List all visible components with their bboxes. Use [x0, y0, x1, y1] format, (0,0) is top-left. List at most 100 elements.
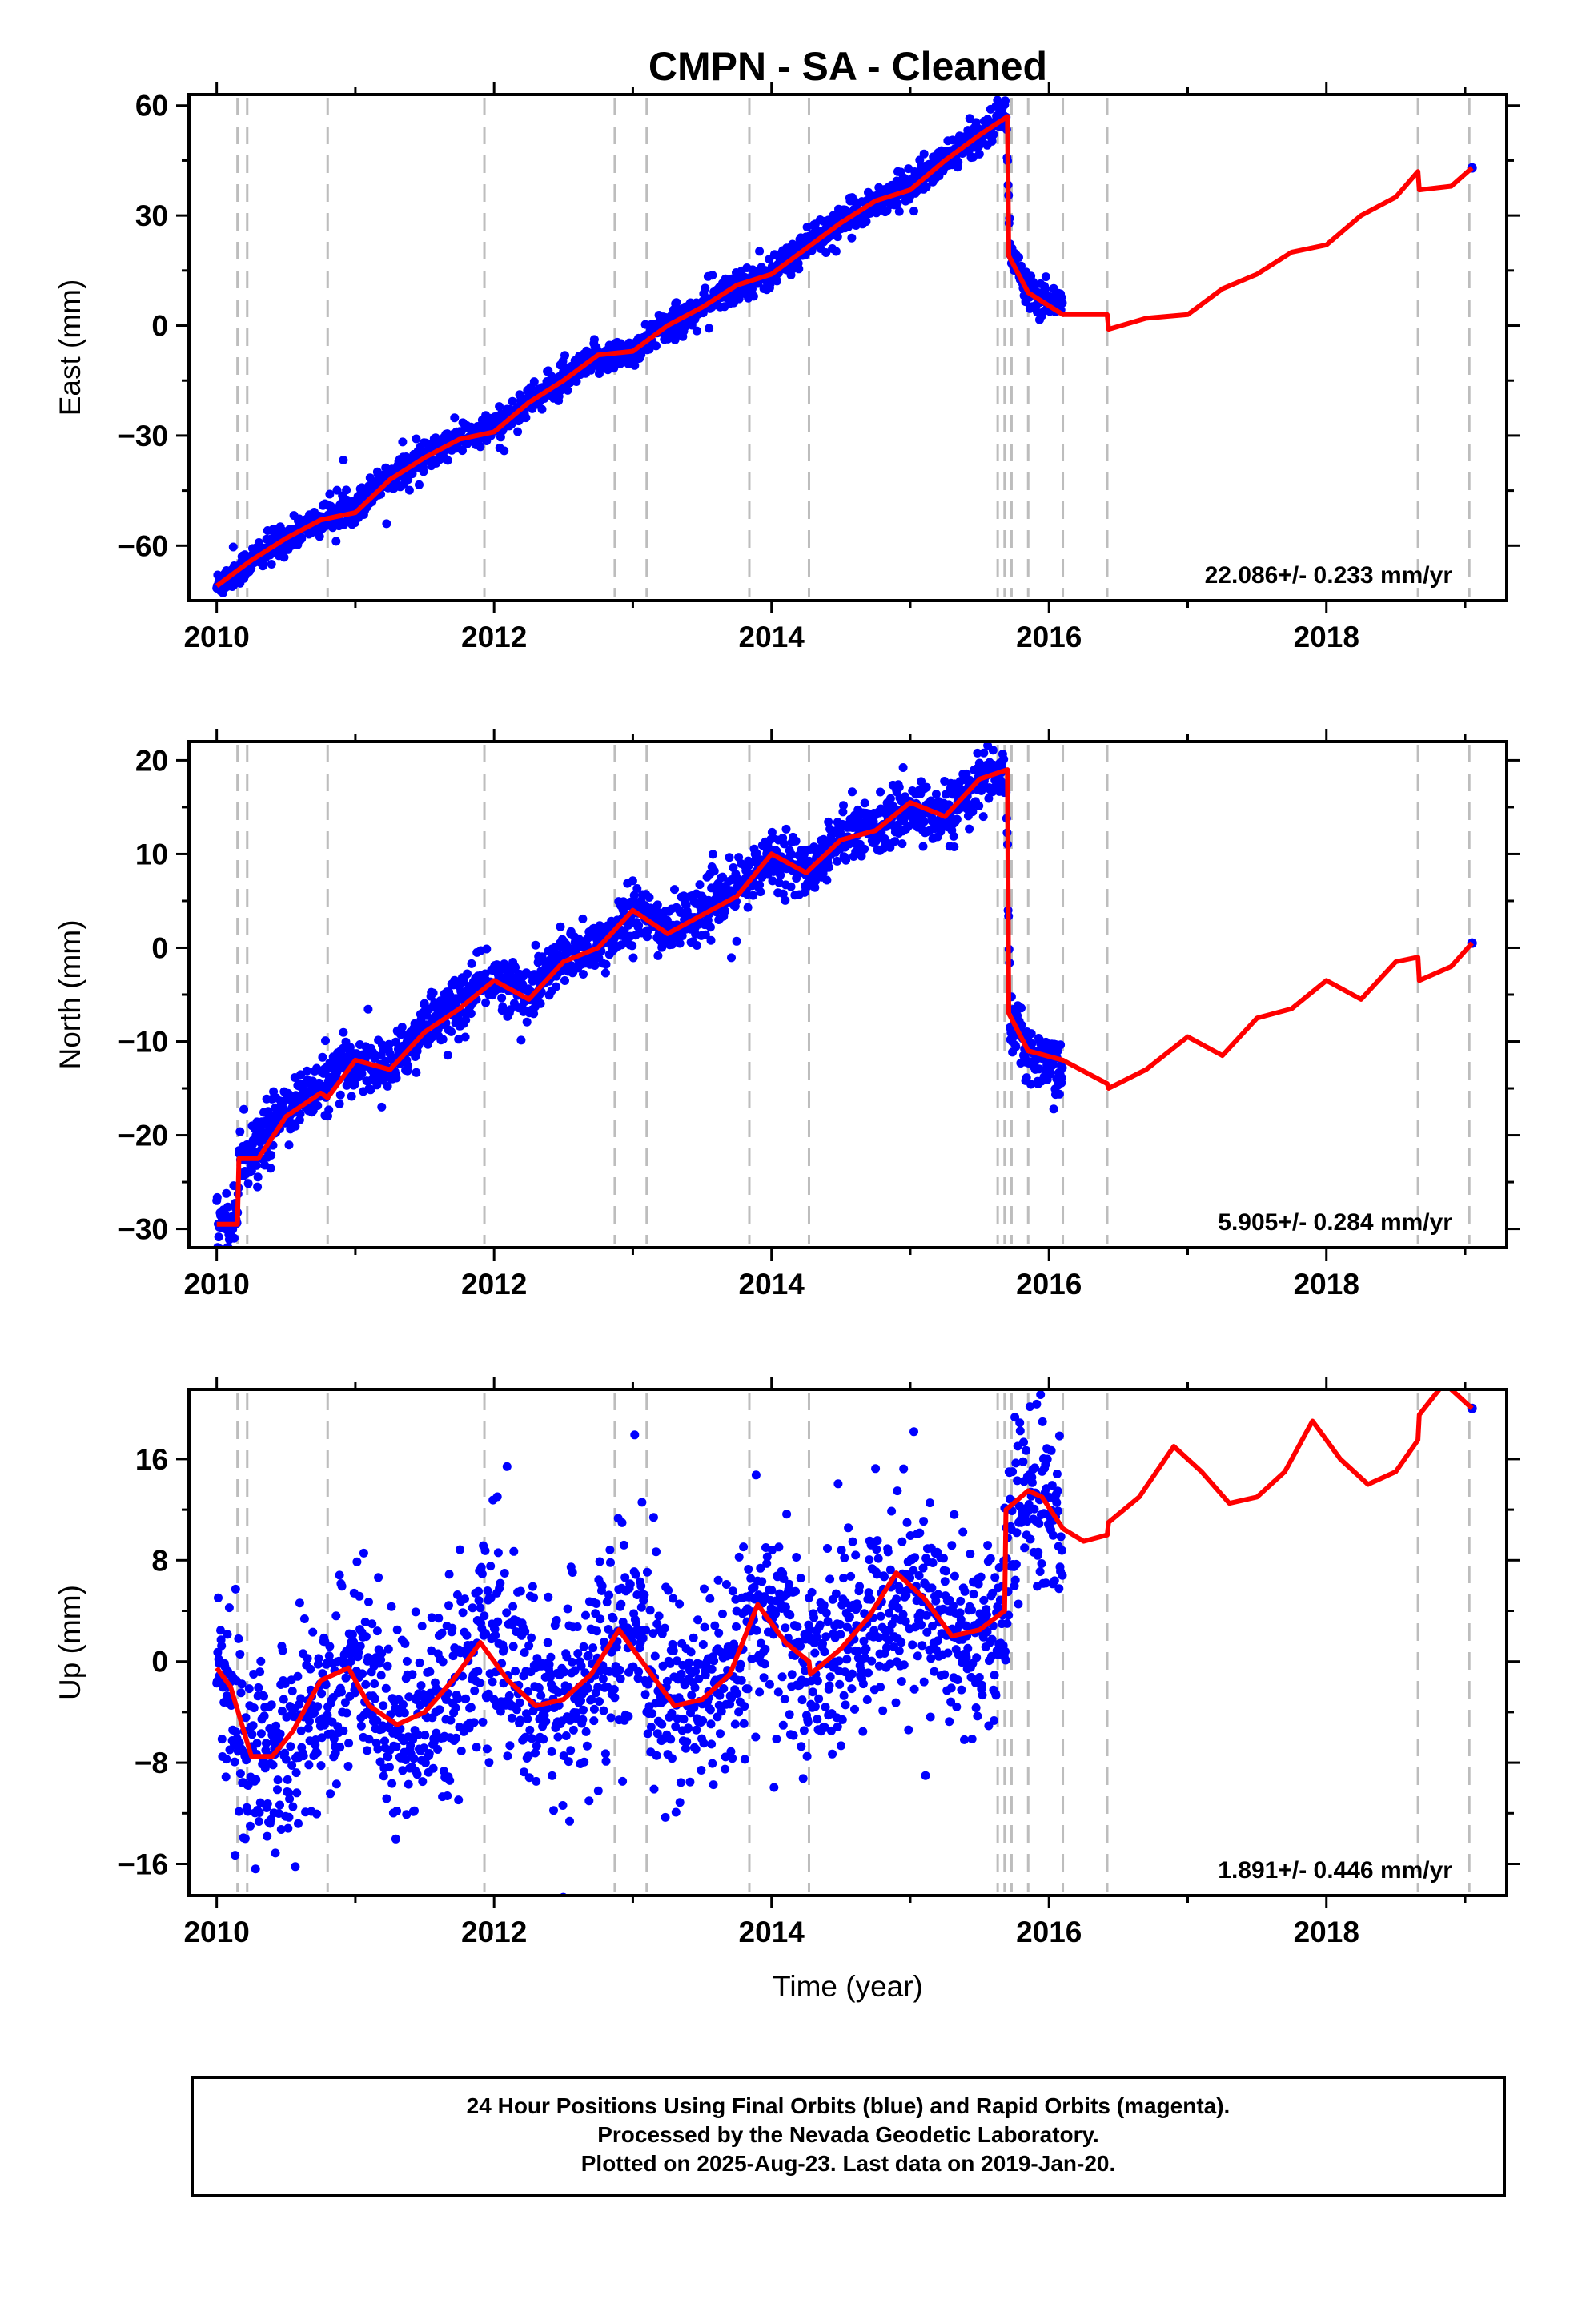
- data-point: [352, 1557, 362, 1566]
- data-point: [862, 1695, 872, 1704]
- data-point: [338, 1051, 347, 1061]
- data-point: [214, 1232, 223, 1242]
- data-point: [1041, 284, 1050, 294]
- y-tick-label: −30: [118, 420, 168, 452]
- data-point: [397, 1023, 407, 1032]
- data-point: [324, 1105, 334, 1115]
- x-tick-label: 2010: [183, 621, 249, 653]
- data-point: [751, 1470, 761, 1480]
- data-point: [581, 1727, 591, 1736]
- data-point: [677, 931, 687, 940]
- data-point: [713, 1575, 723, 1585]
- data-point: [235, 1650, 245, 1659]
- data-point: [597, 1582, 607, 1590]
- data-point: [581, 1610, 590, 1620]
- data-point: [384, 1039, 394, 1049]
- data-point: [744, 1565, 753, 1574]
- data-point: [714, 1628, 724, 1638]
- data-point: [820, 1647, 829, 1657]
- data-point: [438, 1035, 448, 1044]
- y-tick-label: 0: [151, 310, 168, 343]
- data-point: [853, 1602, 863, 1611]
- data-point: [600, 1749, 610, 1759]
- data-point: [460, 1032, 470, 1042]
- data-point: [952, 814, 962, 824]
- data-point: [974, 149, 984, 159]
- data-point: [661, 1812, 670, 1822]
- data-point: [312, 1748, 322, 1758]
- data-point: [797, 1695, 807, 1705]
- velocity-rate-label: 5.905+/- 0.284 mm/yr: [1218, 1209, 1452, 1236]
- data-point: [391, 1834, 400, 1844]
- data-point: [755, 880, 765, 890]
- data-point: [691, 1744, 701, 1754]
- data-point: [412, 434, 421, 444]
- data-point: [305, 1716, 314, 1726]
- data-point: [508, 396, 517, 406]
- data-point: [377, 1648, 387, 1658]
- data-point: [374, 1573, 383, 1582]
- data-point: [428, 1763, 438, 1773]
- data-point: [636, 1582, 646, 1590]
- data-point: [860, 798, 869, 808]
- data-point: [564, 1683, 573, 1691]
- data-point: [814, 1694, 824, 1703]
- data-point: [781, 895, 790, 905]
- data-point: [716, 1729, 725, 1739]
- data-point: [679, 891, 689, 901]
- data-point: [705, 324, 714, 333]
- data-point: [921, 782, 931, 792]
- data-point: [276, 1825, 286, 1834]
- data-point: [993, 726, 1002, 734]
- data-point: [802, 1751, 812, 1761]
- data-point: [382, 1794, 391, 1803]
- data-point: [275, 1800, 284, 1810]
- data-point: [294, 1819, 303, 1828]
- x-tick-label: 2010: [183, 1268, 249, 1301]
- data-point: [705, 1594, 715, 1603]
- data-point: [243, 1179, 253, 1188]
- data-point: [367, 1619, 377, 1629]
- data-point: [839, 1574, 848, 1583]
- data-point: [660, 1623, 669, 1633]
- data-point: [364, 1735, 374, 1744]
- y-axis-label: East (mm): [54, 279, 86, 416]
- data-point: [247, 1730, 257, 1739]
- data-point: [274, 1809, 283, 1818]
- data-point: [810, 1648, 820, 1658]
- data-point: [267, 560, 276, 569]
- data-point: [380, 1736, 389, 1746]
- data-point: [685, 1658, 694, 1667]
- data-point: [324, 1651, 334, 1661]
- velocity-rate-label: 22.086+/- 0.233 mm/yr: [1205, 562, 1453, 589]
- y-axis-label: North (mm): [54, 919, 86, 1069]
- data-point: [695, 880, 705, 890]
- observation-points: [212, 1390, 1477, 1896]
- data-point: [279, 553, 289, 562]
- data-point: [231, 1851, 240, 1860]
- data-point: [1058, 298, 1067, 308]
- data-point: [321, 1036, 330, 1046]
- data-point: [692, 941, 701, 950]
- data-point: [401, 1755, 411, 1764]
- data-point: [446, 1715, 456, 1725]
- data-point: [237, 1679, 247, 1689]
- data-point: [251, 1864, 260, 1874]
- data-point: [840, 1553, 849, 1562]
- data-point: [919, 149, 929, 159]
- data-point: [1017, 1003, 1026, 1013]
- data-point: [590, 961, 600, 970]
- data-point: [434, 1614, 444, 1623]
- data-point: [283, 1775, 292, 1784]
- data-point: [619, 1540, 628, 1550]
- data-point: [223, 1630, 232, 1639]
- data-point: [413, 1730, 423, 1739]
- data-point: [458, 1608, 468, 1618]
- data-point: [299, 1751, 308, 1761]
- data-point: [828, 1749, 837, 1759]
- data-point: [579, 1642, 588, 1651]
- data-point: [593, 1786, 603, 1795]
- data-point: [415, 1658, 424, 1667]
- data-point: [858, 1727, 868, 1736]
- data-point: [799, 1726, 809, 1735]
